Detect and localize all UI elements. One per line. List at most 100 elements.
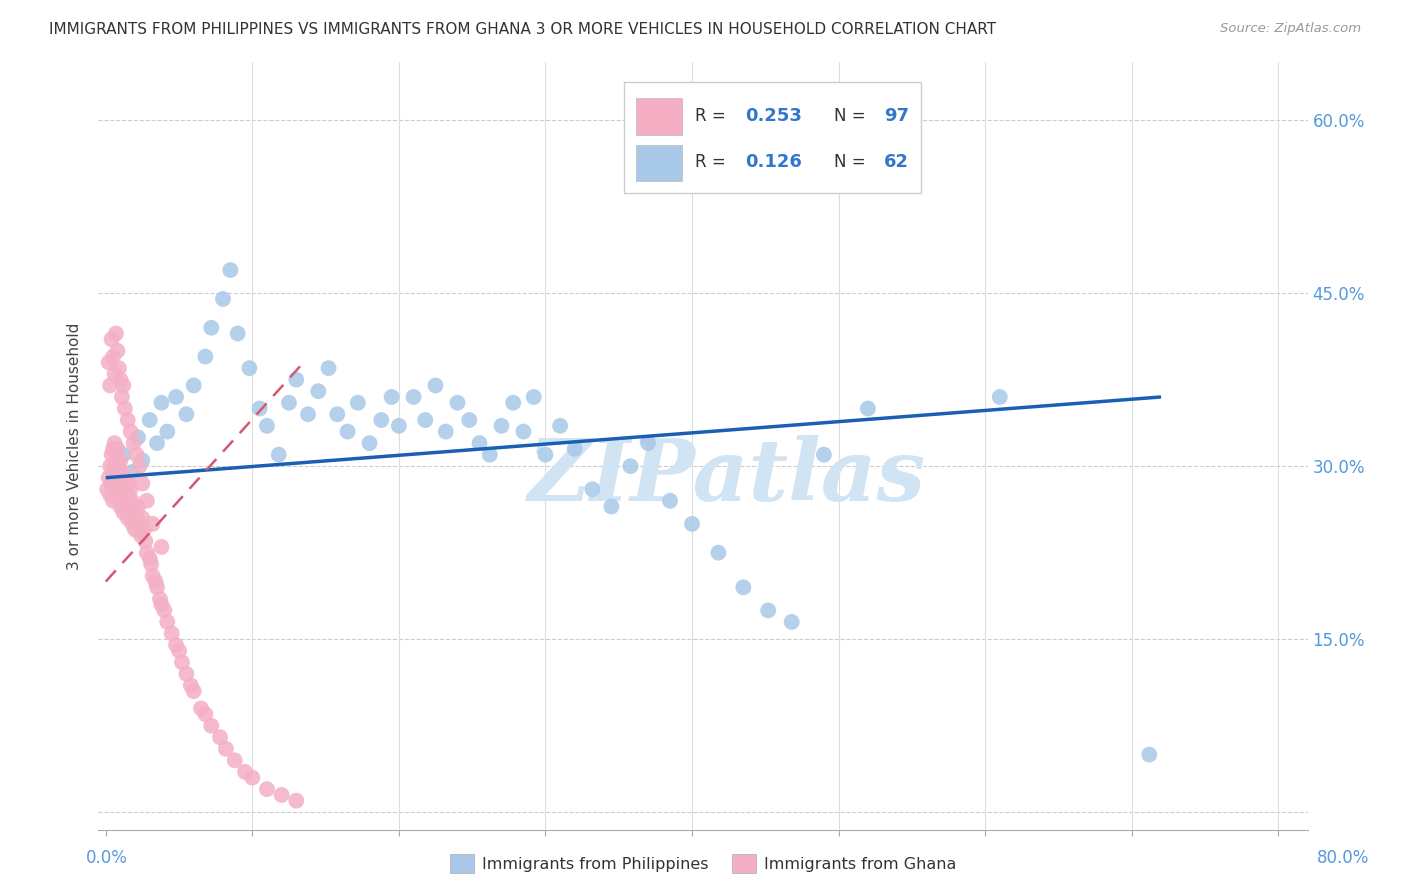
Point [297, 407, 319, 421]
Point [637, 436, 659, 450]
Text: Source: ZipAtlas.com: Source: ZipAtlas.com [1220, 22, 1361, 36]
Text: N =: N = [834, 153, 870, 171]
Point [146, 436, 169, 450]
Point [114, 401, 136, 416]
Point [733, 580, 755, 594]
Point [165, 638, 187, 652]
Point [110, 500, 132, 514]
Point [120, 425, 142, 439]
Point [813, 448, 835, 462]
Point [270, 788, 292, 802]
Point [100, 476, 122, 491]
Point [224, 753, 246, 767]
Point [124, 500, 146, 514]
Point [581, 482, 603, 496]
Point [111, 390, 134, 404]
Point [121, 516, 143, 531]
Point [478, 448, 501, 462]
Point [112, 448, 135, 462]
Point [110, 453, 132, 467]
Point [468, 436, 491, 450]
Text: 0.253: 0.253 [745, 107, 803, 125]
Point [101, 442, 124, 456]
Point [105, 476, 128, 491]
Text: 62: 62 [884, 153, 910, 171]
Point [1137, 747, 1160, 762]
Point [209, 731, 232, 745]
Point [107, 488, 129, 502]
Point [170, 655, 193, 669]
Point [112, 482, 135, 496]
Point [278, 396, 301, 410]
Point [134, 534, 156, 549]
Point [141, 558, 163, 572]
Point [103, 367, 125, 381]
Point [127, 430, 149, 444]
Point [219, 263, 242, 277]
Point [194, 707, 217, 722]
Point [256, 418, 278, 433]
Text: N =: N = [834, 107, 870, 125]
Point [564, 442, 586, 456]
Text: 80.0%: 80.0% [1316, 849, 1369, 867]
Point [115, 476, 138, 491]
Point [118, 500, 141, 514]
Point [548, 418, 571, 433]
Point [176, 666, 198, 681]
Point [117, 488, 139, 502]
Point [122, 505, 145, 519]
Point [240, 771, 263, 785]
Point [101, 476, 124, 491]
Point [180, 678, 202, 692]
Point [681, 516, 703, 531]
Text: 0.0%: 0.0% [86, 849, 128, 867]
Point [249, 401, 271, 416]
Point [117, 511, 139, 525]
Point [111, 465, 134, 479]
Point [336, 425, 359, 439]
Point [326, 407, 349, 421]
Point [502, 396, 524, 410]
Point [120, 482, 142, 496]
Point [125, 448, 148, 462]
Point [121, 493, 143, 508]
FancyBboxPatch shape [637, 98, 682, 136]
Point [142, 516, 165, 531]
Point [121, 465, 143, 479]
Point [118, 476, 141, 491]
Point [756, 603, 779, 617]
Point [600, 500, 623, 514]
Point [425, 378, 447, 392]
Point [112, 505, 135, 519]
Point [150, 540, 173, 554]
Point [194, 350, 217, 364]
Point [200, 719, 222, 733]
Point [370, 413, 392, 427]
Point [780, 615, 803, 629]
Y-axis label: 3 or more Vehicles in Household: 3 or more Vehicles in Household [67, 322, 83, 570]
Point [131, 476, 153, 491]
Point [388, 418, 411, 433]
Point [512, 425, 534, 439]
Point [359, 436, 381, 450]
Point [105, 453, 128, 467]
Point [138, 551, 160, 566]
Point [156, 425, 179, 439]
Point [135, 493, 157, 508]
Point [110, 476, 132, 491]
Point [101, 465, 124, 479]
Point [108, 361, 131, 376]
Point [402, 390, 425, 404]
Point [97, 471, 120, 485]
Point [129, 528, 152, 542]
Point [238, 361, 260, 376]
Point [114, 493, 136, 508]
Legend: Immigrants from Philippines, Immigrants from Ghana: Immigrants from Philippines, Immigrants … [443, 847, 963, 880]
Text: R =: R = [695, 107, 731, 125]
Point [117, 413, 139, 427]
Point [988, 390, 1011, 404]
Point [160, 626, 183, 640]
Point [256, 782, 278, 797]
Point [124, 523, 146, 537]
Point [110, 373, 132, 387]
